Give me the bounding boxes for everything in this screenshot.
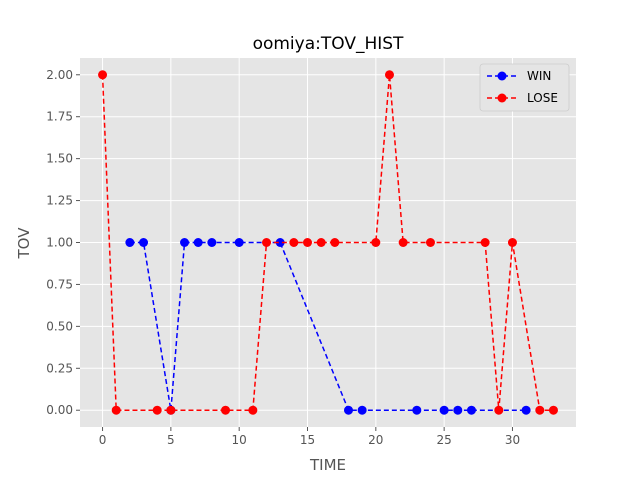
legend: WIN LOSE (480, 64, 569, 111)
data-point-lose (371, 238, 380, 247)
data-point-win (125, 238, 134, 247)
data-point-lose (549, 406, 558, 415)
data-point-win (440, 406, 449, 415)
x-axis-label: TIME (309, 456, 346, 474)
x-tick-label: 25 (437, 433, 452, 447)
y-axis-label: TOV (15, 227, 33, 260)
data-point-lose (166, 406, 175, 415)
data-point-lose (289, 238, 298, 247)
data-point-win (344, 406, 353, 415)
legend-lose-label: LOSE (527, 91, 558, 105)
data-point-win (467, 406, 476, 415)
data-point-lose (317, 238, 326, 247)
data-point-win (412, 406, 421, 415)
legend-win-label: WIN (527, 69, 551, 83)
data-point-lose (112, 406, 121, 415)
y-tick-label: 0.50 (46, 319, 73, 333)
data-point-lose (98, 70, 107, 79)
x-tick-label: 0 (99, 433, 107, 447)
y-tick-label: 0.00 (46, 403, 73, 417)
data-point-lose (399, 238, 408, 247)
y-tick-label: 1.25 (46, 194, 73, 208)
data-point-lose (535, 406, 544, 415)
x-tick-label: 20 (368, 433, 383, 447)
data-point-win (453, 406, 462, 415)
x-tick-label: 5 (167, 433, 175, 447)
data-point-lose (481, 238, 490, 247)
data-point-win (358, 406, 367, 415)
y-tick-label: 0.75 (46, 277, 73, 291)
data-point-win (235, 238, 244, 247)
legend-win-marker (498, 72, 507, 81)
y-tick-label: 1.75 (46, 110, 73, 124)
y-tick-label: 0.25 (46, 361, 73, 375)
y-tick-label: 1.00 (46, 236, 73, 250)
data-point-lose (248, 406, 257, 415)
chart-title: oomiya:TOV_HIST (253, 34, 404, 54)
data-point-win (139, 238, 148, 247)
data-point-lose (385, 70, 394, 79)
data-point-lose (426, 238, 435, 247)
x-tick-label: 15 (300, 433, 315, 447)
data-point-win (194, 238, 203, 247)
data-point-win (207, 238, 216, 247)
legend-lose-marker (498, 94, 507, 103)
data-point-win (180, 238, 189, 247)
x-tick-label: 30 (505, 433, 520, 447)
data-point-lose (303, 238, 312, 247)
y-tick-label: 1.50 (46, 152, 73, 166)
x-tick-label: 10 (232, 433, 247, 447)
data-point-lose (508, 238, 517, 247)
data-point-lose (494, 406, 503, 415)
data-point-lose (221, 406, 230, 415)
data-point-win (522, 406, 531, 415)
data-point-lose (153, 406, 162, 415)
data-point-lose (262, 238, 271, 247)
y-tick-label: 2.00 (46, 68, 73, 82)
data-point-lose (330, 238, 339, 247)
